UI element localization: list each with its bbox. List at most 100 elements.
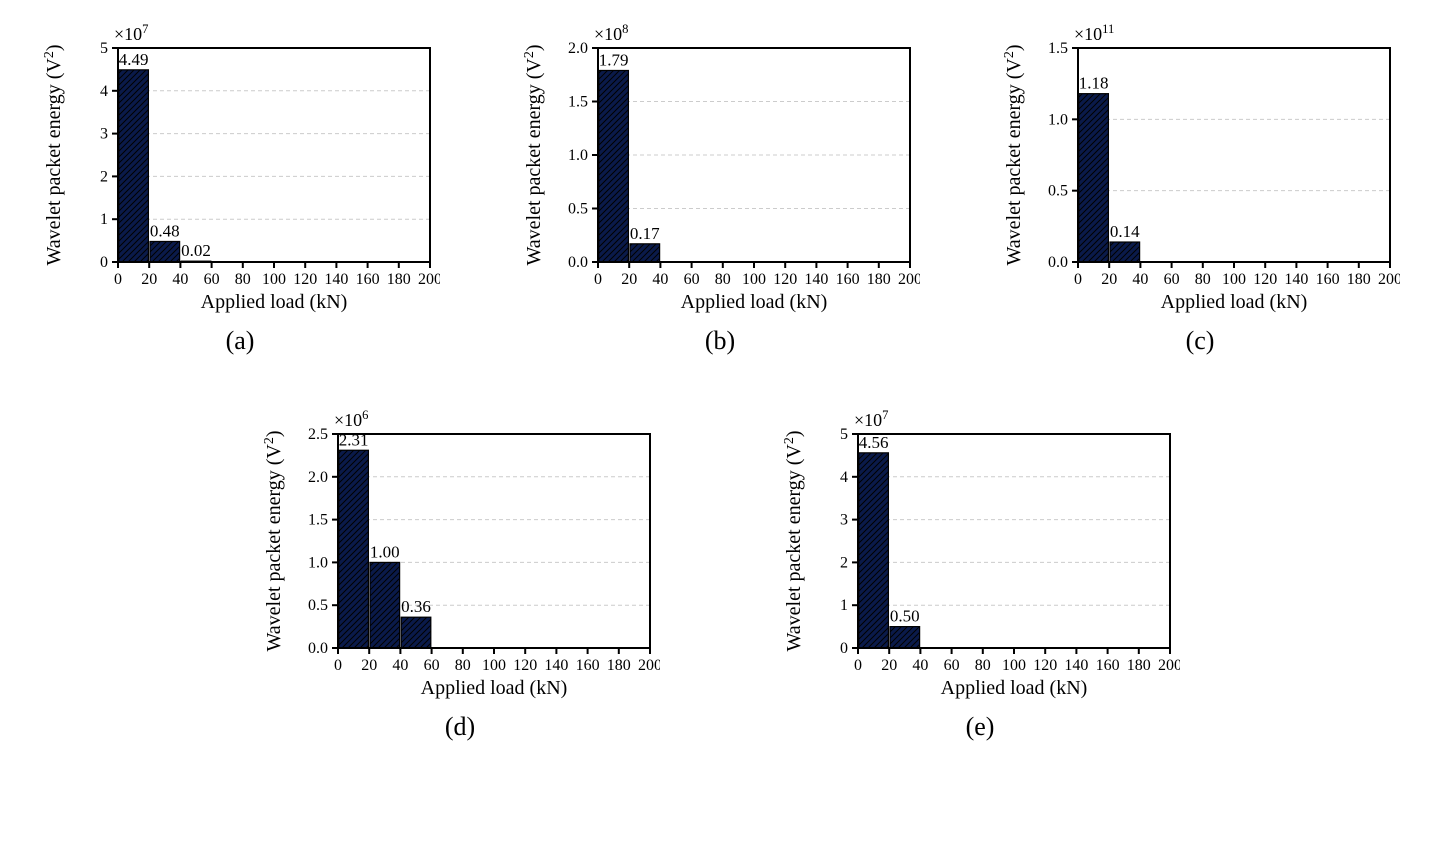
x-tick-label: 60	[944, 657, 960, 674]
y-tick-label: 1	[100, 211, 108, 228]
y-tick-label: 2.0	[568, 40, 588, 57]
y-tick-label: 1.0	[308, 554, 328, 571]
x-tick-label: 160	[1096, 657, 1120, 674]
y-axis-label: Wavelet packet energy (V2)	[42, 44, 66, 265]
bar-value-label: 0.14	[1110, 222, 1140, 241]
figure-grid: 4.490.480.020204060801001201401601802000…	[20, 20, 1420, 742]
x-axis-label: Applied load (kN)	[421, 677, 568, 699]
x-tick-label: 140	[1064, 657, 1088, 674]
bar-value-label: 1.00	[370, 542, 400, 561]
y-tick-label: 5	[840, 426, 848, 443]
x-tick-label: 0	[594, 271, 602, 288]
x-tick-label: 180	[867, 271, 891, 288]
x-tick-label: 200	[898, 271, 920, 288]
y-tick-label: 1.0	[568, 147, 588, 164]
bar	[119, 70, 149, 262]
bar-value-label: 0.48	[150, 221, 180, 240]
y-axis-label: Wavelet packet energy (V2)	[522, 44, 546, 265]
y-tick-label: 0	[100, 254, 108, 271]
y-tick-label: 2	[100, 168, 108, 185]
y-tick-label: 0.5	[568, 201, 588, 218]
bar	[599, 70, 629, 262]
y-tick-label: 0.5	[1048, 183, 1068, 200]
panel-b: 1.790.170204060801001201401601802000.00.…	[520, 20, 920, 356]
x-tick-label: 160	[356, 271, 380, 288]
y-tick-label: 5	[100, 40, 108, 57]
x-tick-label: 140	[1284, 271, 1308, 288]
y-tick-label: 0	[840, 640, 848, 657]
y-tick-label: 2.0	[308, 469, 328, 486]
x-tick-label: 120	[513, 657, 537, 674]
exponent-label: ×106	[334, 408, 368, 430]
panel-a: 4.490.480.020204060801001201401601802000…	[40, 20, 440, 356]
x-tick-label: 40	[392, 657, 408, 674]
x-tick-label: 40	[1132, 271, 1148, 288]
panel-a-label: (a)	[226, 326, 255, 356]
x-tick-label: 100	[1222, 271, 1246, 288]
panel-e: 4.560.5002040608010012014016018020001234…	[780, 406, 1180, 742]
bar	[370, 562, 400, 648]
x-tick-label: 180	[1347, 271, 1371, 288]
y-axis-label: Wavelet packet energy (V2)	[1002, 44, 1026, 265]
bar-value-label: 4.56	[859, 433, 889, 452]
x-tick-label: 200	[418, 271, 440, 288]
x-tick-label: 120	[1033, 657, 1057, 674]
x-tick-label: 120	[293, 271, 317, 288]
x-tick-label: 80	[975, 657, 991, 674]
x-tick-label: 20	[621, 271, 637, 288]
exponent-label: ×107	[114, 22, 148, 44]
bar-value-label: 0.36	[401, 597, 431, 616]
x-tick-label: 40	[912, 657, 928, 674]
y-tick-label: 1.0	[1048, 111, 1068, 128]
y-tick-label: 0.0	[1048, 254, 1068, 271]
x-tick-label: 100	[482, 657, 506, 674]
exponent-label: ×108	[594, 22, 628, 44]
x-tick-label: 140	[544, 657, 568, 674]
y-axis-label: Wavelet packet energy (V2)	[782, 430, 806, 651]
x-tick-label: 100	[1002, 657, 1026, 674]
bar-value-label: 0.50	[890, 607, 920, 626]
panel-c: 1.180.140204060801001201401601802000.00.…	[1000, 20, 1400, 356]
x-tick-label: 200	[638, 657, 660, 674]
x-tick-label: 160	[836, 271, 860, 288]
x-tick-label: 140	[324, 271, 348, 288]
chart-e: 4.560.5002040608010012014016018020001234…	[780, 406, 1180, 706]
bar	[630, 244, 660, 262]
x-tick-label: 180	[607, 657, 631, 674]
x-tick-label: 0	[854, 657, 862, 674]
chart-d: 2.311.000.360204060801001201401601802000…	[260, 406, 660, 706]
panel-d: 2.311.000.360204060801001201401601802000…	[260, 406, 660, 742]
y-tick-label: 0.0	[308, 640, 328, 657]
bar	[339, 450, 369, 648]
x-tick-label: 20	[881, 657, 897, 674]
y-tick-label: 4	[840, 469, 848, 486]
x-tick-label: 160	[576, 657, 600, 674]
x-tick-label: 120	[773, 271, 797, 288]
x-tick-label: 60	[424, 657, 440, 674]
x-tick-label: 60	[204, 271, 220, 288]
bar-value-label: 4.49	[119, 50, 149, 69]
y-tick-label: 2.5	[308, 426, 328, 443]
x-axis-label: Applied load (kN)	[941, 677, 1088, 699]
x-tick-label: 80	[715, 271, 731, 288]
panel-e-label: (e)	[966, 712, 995, 742]
x-tick-label: 40	[652, 271, 668, 288]
y-tick-label: 1	[840, 597, 848, 614]
x-tick-label: 60	[684, 271, 700, 288]
x-tick-label: 100	[742, 271, 766, 288]
x-tick-label: 160	[1316, 271, 1340, 288]
y-tick-label: 0.5	[308, 597, 328, 614]
chart-c: 1.180.140204060801001201401601802000.00.…	[1000, 20, 1400, 320]
x-tick-label: 20	[1101, 271, 1117, 288]
x-axis-label: Applied load (kN)	[201, 291, 348, 313]
bar-value-label: 0.17	[630, 224, 660, 243]
x-tick-label: 0	[334, 657, 342, 674]
y-tick-label: 3	[100, 126, 108, 143]
bar-value-label: 1.18	[1079, 74, 1109, 93]
row-bottom: 2.311.000.360204060801001201401601802000…	[20, 406, 1420, 742]
panel-b-label: (b)	[705, 326, 735, 356]
bar	[890, 627, 920, 648]
y-tick-label: 0.0	[568, 254, 588, 271]
x-tick-label: 0	[114, 271, 122, 288]
exponent-label: ×107	[854, 408, 888, 430]
